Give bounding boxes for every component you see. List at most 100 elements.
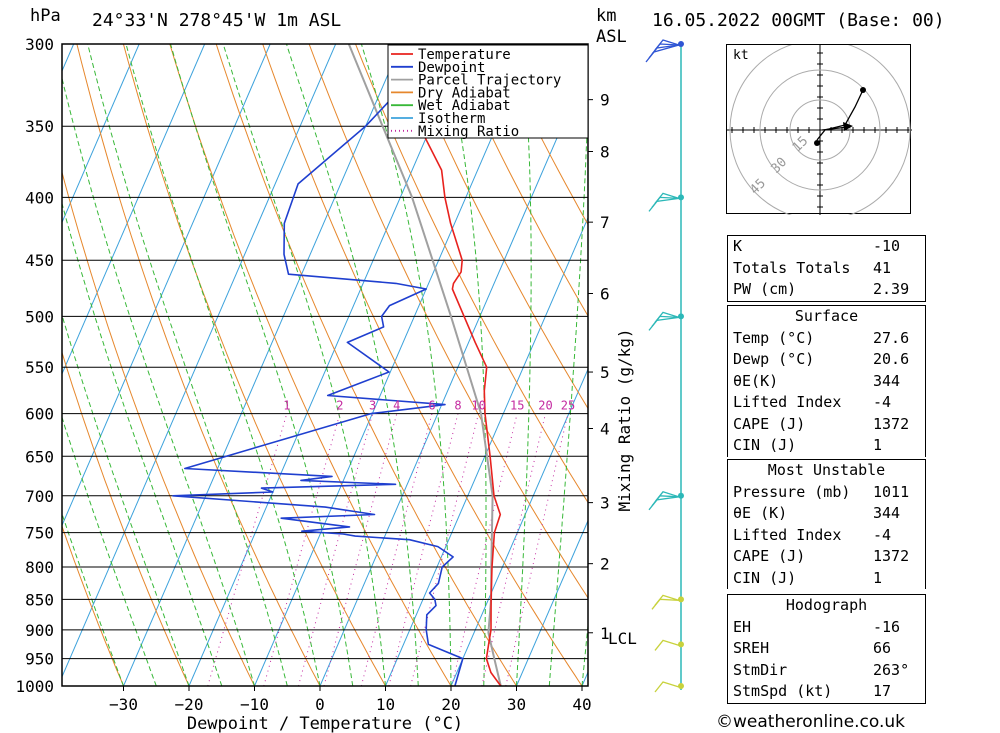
surface-row: CIN (J) 1 [733, 436, 883, 454]
wet-adiabat-line [62, 415, 157, 686]
dry-adiabat-line [62, 524, 124, 686]
lcl-label: LCL [608, 629, 637, 648]
hodo-ring [789, 99, 851, 161]
height-tick-label: 9 [600, 91, 610, 110]
most-unstable-title: Most Unstable [767, 461, 886, 479]
x-tick-label: 40 [572, 695, 591, 714]
height-tick-label: 2 [600, 555, 610, 574]
index-row-pw: PW (cm) 2.39 [733, 280, 910, 298]
plot-frame [61, 43, 589, 687]
legend-label: Mixing Ratio [418, 124, 519, 140]
hodo-trace [816, 89, 864, 141]
surface-row: Temp (°C) 27.6 [733, 328, 910, 347]
wind-barb [648, 316, 680, 331]
location-title: 24°33'N 278°45'W 1m ASL [92, 10, 342, 31]
surface-row: Lifted Index -4 [733, 393, 892, 411]
x-tick-label: 10 [376, 695, 395, 714]
wind-barb [648, 44, 680, 59]
most-unstable-row: Pressure (mb) 1011 [733, 482, 910, 501]
hodograph-row: SREH 66 [733, 639, 892, 657]
most-unstable-row: CAPE (J) 1372 [733, 547, 910, 565]
dry-adiabat-line [447, 44, 588, 317]
wind-level-dot [678, 596, 684, 603]
mixing-ratio-line [263, 413, 341, 686]
legend-label: Dewpoint [418, 60, 485, 76]
km-unit: km [596, 6, 617, 26]
dry-adiabat-line [262, 44, 583, 686]
dry-adiabat-line [62, 170, 255, 686]
isotherm-line [385, 216, 588, 686]
mixing-ratio-label: 25 [561, 399, 575, 413]
height-tick-label: 6 [600, 285, 610, 304]
wet-adiabat-line [62, 76, 255, 686]
wind-barb [654, 681, 680, 693]
wet-adiabat-line [87, 44, 288, 686]
hodograph-row: EH -16 [733, 617, 901, 636]
most-unstable-row: CIN (J) 1 [733, 568, 883, 587]
wind-barb [648, 496, 680, 511]
x-tick-label: −20 [175, 695, 204, 714]
wind-level-dot [678, 313, 684, 320]
dry-adiabat-line [401, 44, 588, 410]
x-tick-label: 0 [315, 695, 325, 714]
plot-area [0, 44, 588, 686]
wind-barb [648, 197, 680, 212]
wind-level-dot [678, 194, 684, 201]
wet-adiabat-line [125, 44, 321, 686]
pressure-tick-label: 850 [25, 590, 54, 609]
pressure-tick-label: 300 [25, 35, 54, 54]
wind-barb [654, 639, 680, 651]
mixing-ratio-line [360, 413, 433, 686]
height-tick-label: 5 [600, 363, 610, 382]
dry-adiabat-line [169, 44, 452, 686]
legend-label: Wet Adiabat [418, 98, 511, 114]
hodograph-row: StmDir 263° [733, 660, 910, 679]
surface-table: Surface Temp (°C) 27.6 Dewp (°C) 20.6 θE(K… [727, 305, 926, 457]
hodograph-table: Hodograph EH -16 SREH 66 StmDir 263° StmSpd… [727, 594, 926, 704]
wind-level-dot [678, 492, 684, 499]
height-tick-label: 7 [600, 213, 610, 232]
credit-link[interactable]: ©weatheronline.co.uk [716, 712, 906, 732]
pressure-tick-label: 1000 [15, 677, 54, 696]
mixing-ratio-line [298, 413, 374, 686]
dewpoint-line [172, 44, 464, 686]
hodo-surface-point [814, 140, 820, 146]
isotherm-line [62, 44, 337, 679]
index-row-totals: Totals Totals 41 [733, 258, 892, 277]
hodograph-panel: kt 15 30 45 [726, 44, 912, 215]
wet-adiabat-line [443, 44, 487, 686]
isotherm-line [62, 44, 271, 527]
dry-adiabat-line [494, 44, 588, 226]
pressure-tick-label: 600 [25, 405, 54, 424]
legend-box [387, 44, 589, 139]
hodo-ring [729, 45, 911, 215]
isotherm-line [516, 519, 588, 686]
legend-label: Temperature [418, 47, 511, 63]
legend-label: Dry Adiabat [418, 85, 511, 101]
pressure-tick-label: 800 [25, 558, 54, 577]
pressure-tick-label: 750 [25, 524, 54, 543]
wind-barb [651, 598, 680, 610]
pressure-tick-label: 500 [25, 307, 54, 326]
datetime-label: 16.05.2022 00GMT (Base: 00) [652, 10, 945, 31]
temperature-line [387, 44, 502, 686]
mixing-ratio-label: 2 [336, 399, 343, 413]
wet-adiabat-line [360, 44, 452, 686]
pressure-tick-label: 700 [25, 487, 54, 506]
mixing-ratio-axis-label: Mixing Ratio (g/kg) [615, 328, 634, 511]
mixing-ratio-label: 1 [283, 399, 290, 413]
hodo-ring-label: 45 [747, 176, 769, 198]
wind-level-dot [678, 41, 684, 47]
hodo-ring-label: 30 [769, 155, 791, 177]
surface-row: CAPE (J) 1372 [733, 414, 910, 433]
wind-barb [645, 44, 680, 63]
dry-adiabat-line [355, 44, 588, 504]
mixing-ratio-label: 10 [471, 399, 485, 413]
isotherm-line [0, 44, 8, 686]
isotherm-line [188, 44, 468, 686]
isotherm-line [123, 44, 402, 686]
legend-label: Parcel Trajectory [418, 73, 561, 89]
